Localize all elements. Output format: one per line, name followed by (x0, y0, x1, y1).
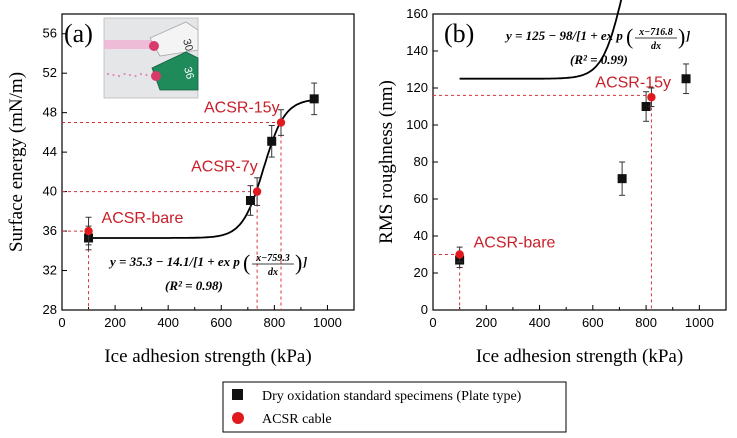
inset-pen-white (149, 21, 199, 57)
panel-a-equation-paren-open: ( (243, 250, 250, 275)
panel-a-equation-paren-close: ) (295, 250, 302, 275)
panel-b-y-tick-label: 0 (421, 302, 428, 317)
legend-label-specimens: Dry oxidation standard specimens (Plate … (262, 389, 522, 404)
panel-b-point-specimen (681, 74, 691, 84)
panel-b-point-acsr (647, 93, 656, 102)
panel-a-y-tick-label: 32 (43, 263, 57, 278)
legend-label-acsr: ACSR cable (262, 412, 332, 427)
panel-a-x-tick-label: 1000 (313, 315, 342, 330)
panel-b-point-specimen (617, 174, 627, 184)
panel-a-point-acsr (276, 118, 286, 127)
panel-a-x-tick-label: 600 (210, 315, 232, 330)
panel-a-point-specimen (309, 94, 319, 104)
panel-a-x-tick-label: 200 (104, 315, 126, 330)
panel-a-x-axis-label: Ice adhesion strength (kPa) (104, 346, 311, 367)
panel-a-inset-photo: 30 36 (103, 17, 199, 99)
panel-b-x-tick-label: 600 (582, 315, 604, 330)
panel-a-y-tick-label: 44 (43, 144, 57, 159)
inset-pink-dot (128, 73, 132, 77)
panel-b-y-tick-label: 140 (406, 43, 428, 58)
legend-box (222, 381, 567, 433)
panel-b-point-acsr (455, 250, 464, 259)
inset-pen-green (151, 51, 199, 91)
panel-b-y-tick-label: 160 (406, 6, 428, 21)
panel-a-equation-numerator: x−759.3 (255, 253, 290, 264)
panel-b-panel-label: (b) (444, 19, 474, 48)
panel-b-y-tick-label: 60 (414, 191, 428, 206)
inset-label-36: 36 (181, 66, 196, 81)
inset-pink-dot (117, 74, 121, 78)
panel-a-plot-frame (61, 13, 355, 311)
panel-b-y-axis-label: RMS roughness (nm) (376, 80, 397, 244)
panel-b-y-tick-label: 120 (406, 80, 428, 95)
panel-a-panel-label: (a) (64, 19, 93, 48)
panel-b-x-tick-label: 800 (635, 315, 657, 330)
inset-pink-dot (112, 73, 115, 77)
panel-b-y-tick-label: 40 (414, 228, 428, 243)
panel-b-y-tick-label: 20 (414, 265, 428, 280)
panel-b-x-axis-label: Ice adhesion strength (kPa) (476, 346, 683, 367)
panel-a-point-label: ACSR-bare (102, 210, 184, 227)
panel-b-equation-paren-open: ( (626, 24, 633, 49)
panel-a-y-tick-label: 56 (43, 26, 57, 41)
panel-a-y-tick-label: 40 (43, 184, 57, 199)
panel-a-y-axis-label: Surface energy (mN/m) (6, 72, 27, 252)
panel-a-point-specimen (267, 136, 277, 146)
panel-a-point-label: ACSR-7y (191, 159, 258, 176)
panel-a-point-label: ACSR-15y (204, 100, 280, 117)
panel-a-equation-bracket: ] (302, 254, 307, 269)
panel-b-point-label: ACSR-bare (474, 235, 556, 252)
inset-pen-tip-white (149, 41, 159, 51)
panel-b-point-label: ACSR-15y (595, 74, 671, 91)
panel-a-y-tick-label: 36 (43, 223, 57, 238)
panel-b-x-tick-label: 0 (429, 315, 436, 330)
panel-a-point-acsr (252, 187, 262, 196)
panel-b-y-tick-label: 80 (414, 154, 428, 169)
panel-b-point-specimen (641, 102, 651, 111)
panel-b-x-tick-label: 1000 (685, 315, 714, 330)
inset-pink-dot (139, 72, 143, 76)
panel-a-x-tick-label: 0 (58, 315, 65, 330)
inset-label-30: 30 (180, 38, 195, 53)
panel-b-x-tick-label: 200 (475, 315, 497, 330)
legend: Dry oxidation standard specimens (Plate … (222, 381, 567, 433)
panel-a-equation-r2: (R² = 0.98) (165, 278, 223, 293)
panel-b-equation-numerator: x−716.8 (638, 27, 673, 38)
panel-a-equation-text: y = 35.3 − 14.1/[1 + ex p (108, 254, 240, 269)
panel-b-equation-r2: (R² = 0.99) (570, 52, 628, 67)
panel-b-equation-text: y = 125 − 98/[1 + ex p (504, 28, 623, 43)
panel-a-y-tick-label: 48 (43, 105, 57, 120)
legend-marker-circle (232, 412, 244, 424)
panel-a-point-specimen (245, 195, 255, 205)
panel-b-equation-bracket: ] (685, 28, 690, 43)
panel-b-y-tick-label: 100 (406, 117, 428, 132)
inset-pink-dot (106, 72, 110, 76)
panel-a-x-tick-label: 800 (264, 315, 286, 330)
inset-pink-dot (134, 74, 137, 78)
legend-marker-square (232, 389, 243, 400)
chart-panel-b: 0 200 400 600 800 1000 0 20 40 60 80 100 120 140 160 Ic… (376, 0, 727, 367)
inset-pink-trace (104, 40, 156, 49)
panel-a-fit-curve (88, 99, 315, 239)
panel-a-equation-denominator: dx (268, 267, 278, 278)
chart-panel-a: 0 200 400 600 800 1000 28 32 36 40 44 48 52 56 Ice adh… (6, 13, 355, 367)
inset-pink-dot (123, 72, 126, 76)
panel-a-x-tick-label: 400 (157, 315, 179, 330)
panel-b-equation-paren-close: ) (678, 24, 685, 49)
panel-a-point-acsr (84, 226, 93, 236)
panel-b-fit-curve (459, 0, 623, 80)
inset-pink-dot (145, 73, 148, 77)
panel-a-y-tick-label: 28 (43, 302, 57, 317)
panel-b-x-tick-label: 400 (529, 315, 551, 330)
panel-b-equation-denominator: dx (651, 41, 661, 52)
inset-pen-tip-green (151, 71, 161, 81)
panel-a-y-tick-label: 52 (43, 65, 57, 80)
